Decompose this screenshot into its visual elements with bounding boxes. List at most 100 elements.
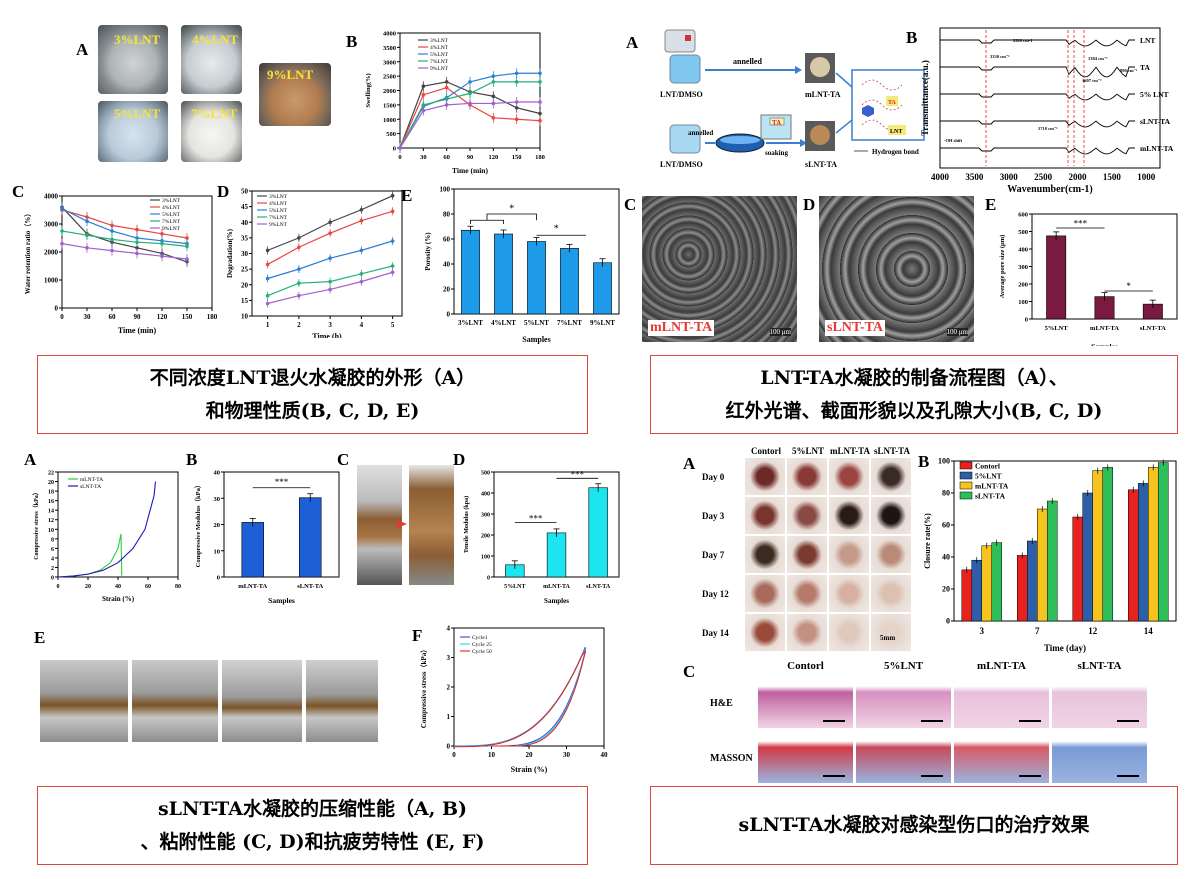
y-tick-label: 4 xyxy=(447,625,451,633)
category-label: sLNT-TA xyxy=(297,583,323,590)
x-axis-label: Time (min) xyxy=(118,326,157,335)
wound-scale-label: 5mm xyxy=(880,634,896,642)
category-label: 3%LNT xyxy=(458,319,483,327)
y-axis-label: Closure rate(%) xyxy=(923,513,932,569)
bar-sLNT-TA-day12 xyxy=(1102,467,1113,622)
ftir-trace xyxy=(940,147,1135,155)
ftir-trace xyxy=(940,120,1135,128)
scale-bar xyxy=(823,720,845,722)
panel-letter-c4: C xyxy=(683,662,696,681)
x-tick-label: 150 xyxy=(182,313,193,321)
legend-label: sLNT-TA xyxy=(80,484,101,490)
y-tick-label: 400 xyxy=(1018,247,1028,254)
x-tick-label: 0 xyxy=(398,154,401,161)
panel-letter-c2: C xyxy=(624,195,637,214)
panel-letter-a3: A xyxy=(24,450,37,469)
y-tick-label: 40 xyxy=(241,219,249,227)
scale-bar xyxy=(823,775,845,777)
significance-star: * xyxy=(554,224,559,235)
x-tick-label: 120 xyxy=(488,154,498,161)
y-axis-label: Compressive Modulus（kPa） xyxy=(194,482,202,568)
wound-photo xyxy=(871,536,911,573)
wound-column-header: Contorl xyxy=(751,446,781,456)
bar-4%LNT xyxy=(494,233,513,315)
panel-letter-a: A xyxy=(76,40,89,59)
caption-q4-line1: sLNT-TA水凝胶对感染型伤口的治疗效果 xyxy=(738,814,1090,836)
wound-photo xyxy=(829,536,869,573)
sem-label-slnt: sLNT-TA xyxy=(825,320,886,336)
significance-bracket xyxy=(470,213,537,224)
x-tick-label: 60 xyxy=(109,313,117,321)
y-tick-label: 40 xyxy=(942,553,950,562)
bar-3%LNT xyxy=(461,229,480,315)
y-tick-label: 100 xyxy=(938,457,950,466)
bar-mLNT-TA-day14 xyxy=(1148,467,1159,622)
wound-photo xyxy=(787,575,827,612)
photo-9lnt: 9%LNT xyxy=(259,63,331,126)
legend-label: mLNT-TA xyxy=(80,477,103,483)
trace-label: mLNT-TA xyxy=(1140,144,1174,153)
x-tick-label: 150 xyxy=(512,154,522,161)
compressive-modulus-chart: 0 10 20 30 40 Samples Compressive Modulus（kPa）… xyxy=(194,470,340,605)
x-axis-label: Time (day) xyxy=(1044,643,1086,653)
category-label: 3 xyxy=(980,626,985,636)
x-tick-label: 60 xyxy=(145,584,151,590)
category-label: 14 xyxy=(1144,626,1154,636)
fatigue-photo-1 xyxy=(40,660,128,742)
y-tick-label: 200 xyxy=(481,534,490,540)
ftir-annotation: -OH shift xyxy=(944,138,963,143)
panel-letter-d3: D xyxy=(453,450,466,469)
wound-column-header: 5%LNT xyxy=(791,446,824,456)
bar-5%LNT xyxy=(1046,235,1067,320)
category-label: 9%LNT xyxy=(590,319,615,327)
category-label: mLNT-TA xyxy=(1090,325,1119,332)
wound-photo xyxy=(745,497,785,534)
bar-5%LNT-day12 xyxy=(1082,492,1093,622)
wound-row-label: Day 14 xyxy=(702,628,729,638)
wound-photo xyxy=(871,458,911,495)
y-tick-label: 400 xyxy=(481,492,490,498)
plot-frame xyxy=(57,471,179,578)
significance-star: *** xyxy=(529,513,543,523)
fatigue-photo-3 xyxy=(222,660,302,742)
legend-label: 3%LNT xyxy=(162,198,181,204)
y-tick-label: 4000 xyxy=(44,193,59,201)
histology-column-header: mLNT-TA xyxy=(977,660,1026,672)
histology-image xyxy=(954,677,1049,728)
y-tick-label: 100 xyxy=(481,555,490,561)
legend-label: 5%LNT xyxy=(269,208,288,214)
wound-photo xyxy=(745,536,785,573)
legend-label: 4%LNT xyxy=(162,205,181,211)
y-tick-label: 0 xyxy=(1025,317,1028,324)
y-tick-label: 50 xyxy=(241,188,249,196)
photo-7lnt: 7%LNT xyxy=(181,101,242,162)
legend-swatch xyxy=(959,461,973,470)
scheme-hbond: Hydrogen bond xyxy=(872,148,919,156)
y-tick-label: 3000 xyxy=(383,59,396,66)
ftir-trace xyxy=(940,66,1135,78)
x-tick-label: 30 xyxy=(84,313,92,321)
wound-photo xyxy=(787,614,827,651)
y-tick-label: 4 xyxy=(51,556,54,562)
scale-bar xyxy=(921,775,943,777)
series-line-sLNT-TA xyxy=(57,481,157,578)
bar-Contorl-day3 xyxy=(961,569,973,622)
y-tick-label: 30 xyxy=(241,250,249,258)
category-label: 7%LNT xyxy=(557,319,582,327)
x-axis-label: Strain (%) xyxy=(102,595,135,603)
y-tick-label: 18 xyxy=(48,490,54,496)
y-tick-label: 16 xyxy=(48,499,54,505)
category-label: 5%LNT xyxy=(1045,325,1069,332)
x-axis-label: Samples xyxy=(544,597,569,605)
y-tick-label: 2 xyxy=(447,684,451,692)
legend-label: 4%LNT xyxy=(269,201,288,207)
panel-letter-d2: D xyxy=(803,195,816,214)
legend-label: Cycle1 xyxy=(472,635,488,641)
y-tick-label: 300 xyxy=(481,513,490,519)
series-line-9%LNT xyxy=(61,243,188,260)
x-tick-label: 2000 xyxy=(1069,172,1088,182)
caption-q2-line2: 红外光谱、截面形貌以及孔隙大小(B, C, D) xyxy=(725,399,1103,422)
histology-column-header: sLNT-TA xyxy=(1077,660,1122,672)
scheme-ta: TA xyxy=(772,119,781,127)
